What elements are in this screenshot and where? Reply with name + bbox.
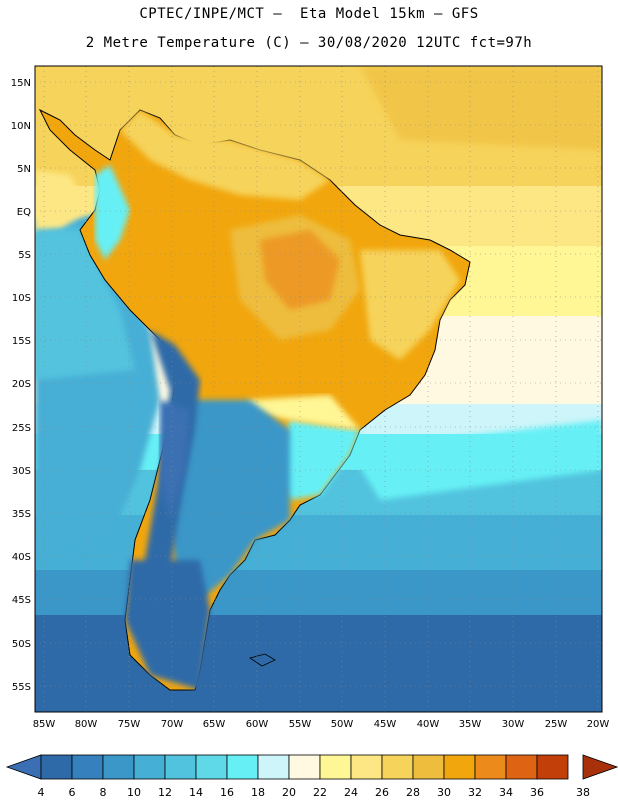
colorbar-swatch	[40, 754, 73, 780]
lat-label: 35S	[12, 509, 31, 520]
colorbar-swatch	[412, 754, 445, 780]
lon-label: 65W	[203, 719, 226, 730]
lon-label: 60W	[246, 719, 269, 730]
lon-label: 45W	[374, 719, 397, 730]
lat-label: 50S	[12, 639, 31, 650]
latitude-labels: 15N 10N 5N EQ 5S 10S 15S 20S 25S 30S 35S…	[11, 78, 31, 693]
colorbar-swatch	[443, 754, 476, 780]
colorbar-tick-label: 38	[576, 786, 590, 799]
longitude-labels: 85W 80W 75W 70W 65W 60W 55W 50W 45W 40W …	[33, 719, 610, 730]
colorbar-high-arrow	[582, 754, 618, 780]
lon-label: 55W	[289, 719, 312, 730]
colorbar-tick-label: 10	[127, 786, 141, 799]
lat-label: 10S	[12, 293, 31, 304]
lon-label: 70W	[161, 719, 184, 730]
lat-label: 15N	[11, 78, 31, 89]
colorbar-tick-label: 20	[282, 786, 296, 799]
colorbar-tick-label: 26	[375, 786, 389, 799]
lon-label: 80W	[75, 719, 98, 730]
colorbar-swatch	[102, 754, 135, 780]
lon-label: 50W	[331, 719, 354, 730]
colorbar-swatch	[226, 754, 259, 780]
colorbar-swatch	[71, 754, 104, 780]
lat-label: 20S	[12, 379, 31, 390]
lon-label: 85W	[33, 719, 56, 730]
colorbar-swatch	[164, 754, 197, 780]
colorbar-tick-label: 4	[38, 786, 45, 799]
lat-label: 5S	[18, 250, 31, 261]
lon-label: 20W	[587, 719, 610, 730]
colorbar-tick-label: 6	[69, 786, 76, 799]
colorbar-tick-label: 36	[530, 786, 544, 799]
lon-label: 40W	[417, 719, 440, 730]
lat-label: 40S	[12, 552, 31, 563]
colorbar-swatch	[133, 754, 166, 780]
colorbar-tick-label: 16	[220, 786, 234, 799]
chart-title: CPTEC/INPE/MCT – Eta Model 15km – GFS	[139, 6, 479, 22]
colorbar-swatch	[536, 754, 569, 780]
colorbar-tick-label: 8	[100, 786, 107, 799]
lat-label: 15S	[12, 336, 31, 347]
colorbar-swatch	[319, 754, 352, 780]
colorbar-swatch	[288, 754, 321, 780]
lat-label: 25S	[12, 423, 31, 434]
lon-label: 75W	[118, 719, 141, 730]
colorbar-low-arrow	[5, 754, 42, 780]
colorbar-tick-label: 28	[406, 786, 420, 799]
lat-label: 30S	[12, 466, 31, 477]
colorbar-swatch	[195, 754, 228, 780]
lat-label: 5N	[17, 164, 31, 175]
colorbar-swatch	[257, 754, 290, 780]
colorbar-tick-label: 30	[437, 786, 451, 799]
temperature-colorbar: 4 6 8 10 12 14 16 18 20 22 24 26 28 30 3…	[5, 754, 618, 799]
colorbar-tick-label: 18	[251, 786, 265, 799]
lat-label: 55S	[12, 682, 31, 693]
colorbar-tick-label: 32	[468, 786, 482, 799]
temperature-field	[35, 66, 602, 712]
lat-label: 45S	[12, 595, 31, 606]
chart-subtitle: 2 Metre Temperature (C) – 30/08/2020 12U…	[85, 35, 533, 51]
colorbar-tick-label: 12	[158, 786, 172, 799]
map-frame	[34, 65, 603, 713]
colorbar-swatch	[381, 754, 414, 780]
colorbar-tick-label: 24	[344, 786, 358, 799]
colorbar-tick-label: 22	[313, 786, 327, 799]
colorbar-swatch	[350, 754, 383, 780]
lon-label: 25W	[545, 719, 568, 730]
lon-label: 35W	[459, 719, 482, 730]
lat-label: 10N	[11, 121, 31, 132]
colorbar-swatch	[474, 754, 507, 780]
lat-label: EQ	[17, 207, 31, 218]
colorbar-tick-label: 14	[189, 786, 203, 799]
colorbar-tick-label: 34	[499, 786, 513, 799]
colorbar-swatch	[505, 754, 538, 780]
lon-label: 30W	[502, 719, 525, 730]
